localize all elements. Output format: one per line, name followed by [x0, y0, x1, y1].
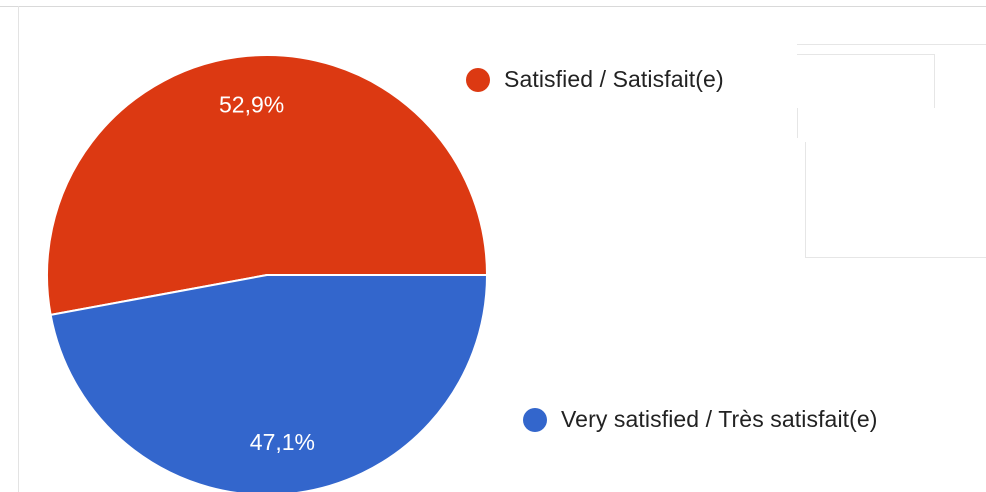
legend-marker-satisfied: [466, 67, 490, 92]
card-top-border: [0, 6, 986, 7]
card-left-border: [18, 6, 19, 492]
legend-item-satisfied[interactable]: Satisfied / Satisfait(e): [466, 66, 724, 93]
pie-label-satisfied: 52,9%: [219, 91, 284, 117]
pie-slice-satisfied[interactable]: [46, 54, 489, 317]
legend-marker-very-satisfied: [523, 407, 547, 432]
pie-label-very-satisfied: 47,1%: [250, 429, 315, 455]
legend-item-very-satisfied[interactable]: Very satisfied / Très satisfait(e): [523, 406, 878, 433]
pie-data-labels: 52,9% 47,1%: [219, 91, 315, 454]
pie-slices: [46, 54, 489, 492]
legend-label-satisfied: Satisfied / Satisfait(e): [504, 66, 724, 92]
legend-label-very-satisfied: Very satisfied / Très satisfait(e): [561, 406, 878, 432]
pie-slice-very-satisfied[interactable]: [49, 274, 489, 492]
